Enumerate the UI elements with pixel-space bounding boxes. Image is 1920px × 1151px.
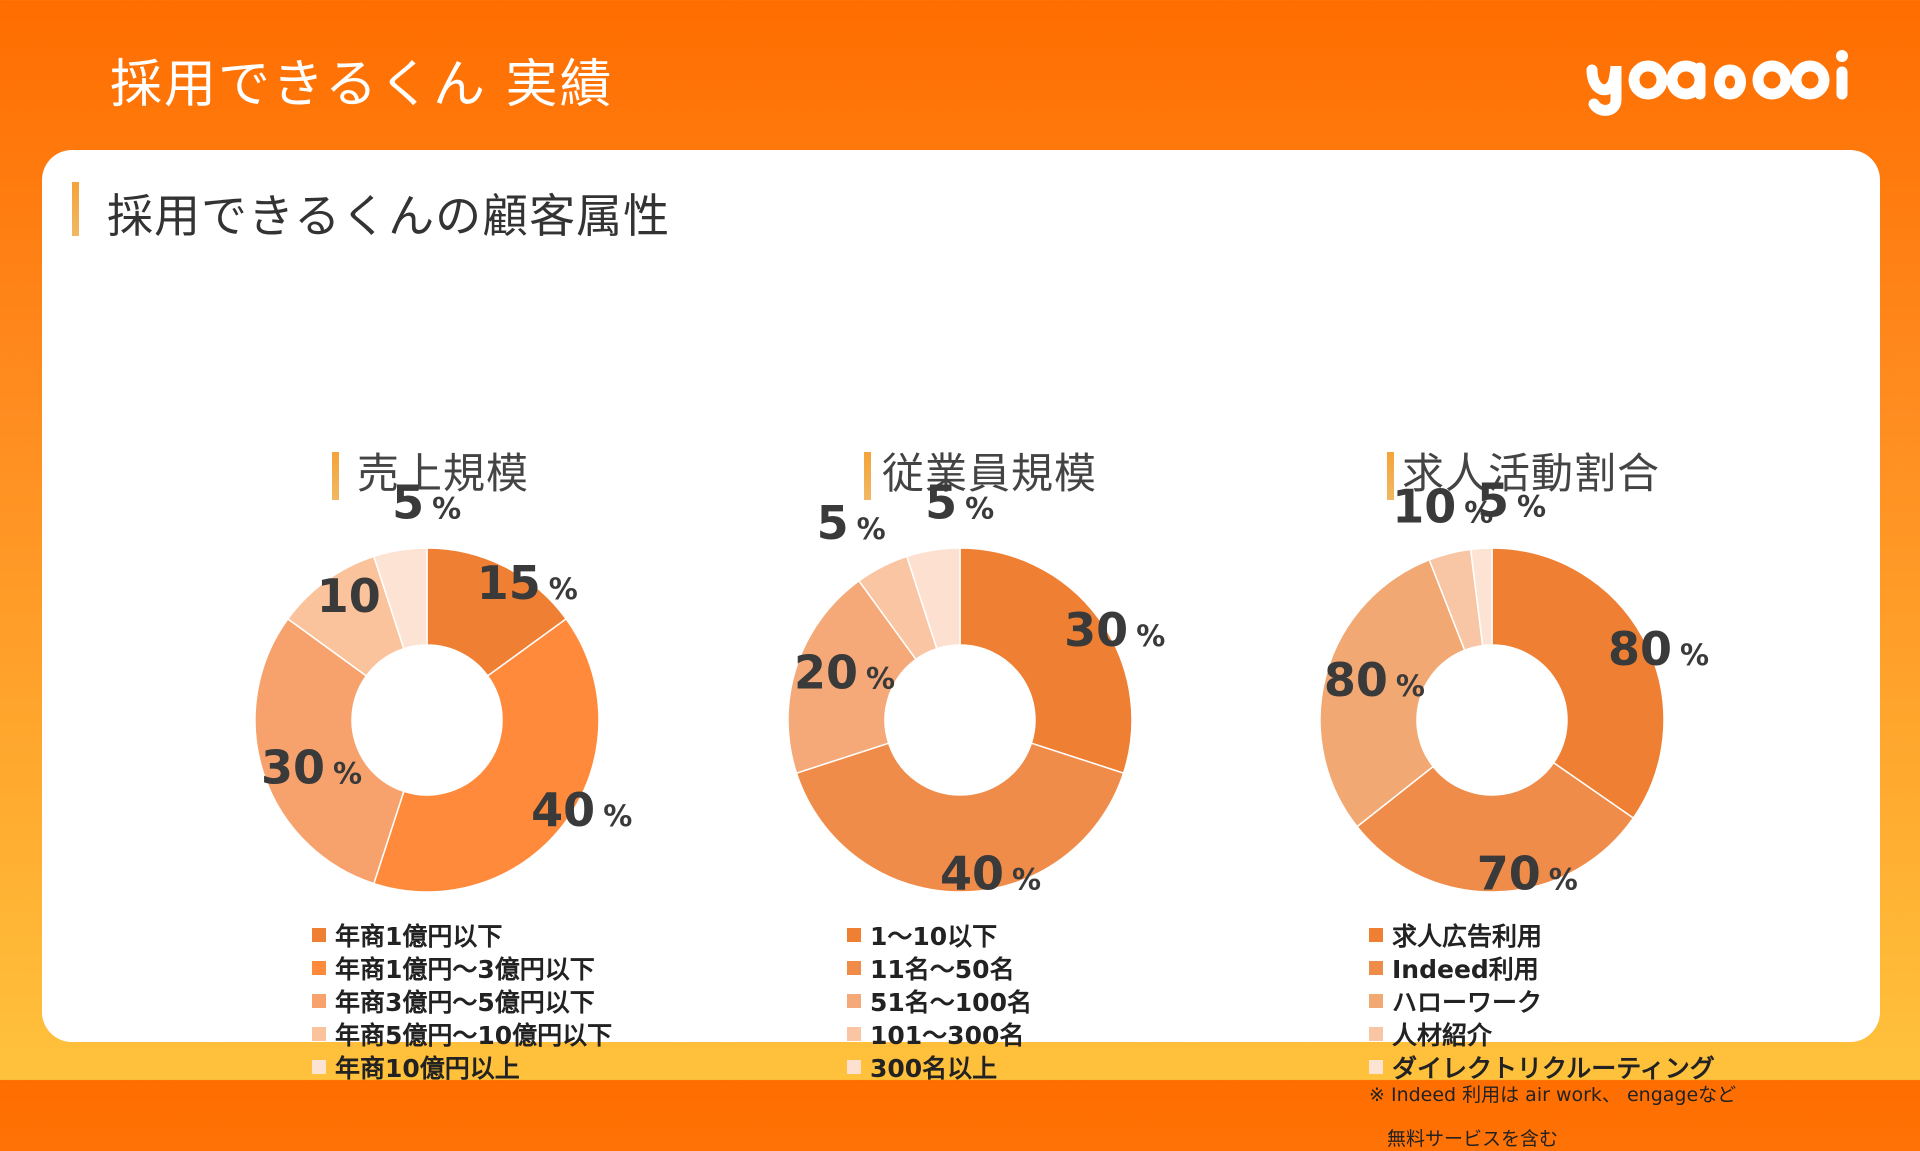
donut-chart: 80 % 70 % 80 % 10 %5% — [1319, 473, 1709, 900]
donut-slice — [1355, 761, 1635, 893]
donut-slice — [959, 547, 1133, 775]
legend-label: Indeed利用 — [1392, 954, 1539, 984]
legend-swatch — [847, 960, 861, 975]
slice-label: 5% — [1477, 473, 1546, 527]
legend-item: 年商10億円以上 — [312, 1050, 612, 1083]
legend-item: 年商1億円以下 — [312, 918, 612, 951]
chart-recruiting-activity: 求人活動割合 80% 70% 80% 10% 5% 求人広告利用 Indeed利用 ハローワ… — [1292, 290, 1852, 1150]
donut-slice — [1469, 547, 1493, 647]
legend-swatch — [312, 1059, 326, 1074]
legend-item: ダイレクトリクルーティング — [1369, 1050, 1715, 1083]
content-card: 採用できるくんの顧客属性 売上規模 15%40%30%10%5% 年商1億円以下… — [42, 150, 1880, 1150]
chart-legend: 年商1億円以下 年商1億円〜3億円以下 年商3億円〜5億円以下 年商5億円〜10億円以… — [312, 918, 612, 1083]
chart-title-accent — [332, 452, 339, 500]
legend-item: 51名〜100名 — [847, 984, 1032, 1017]
legend-label: ハローワーク — [1392, 987, 1543, 1017]
legend-label: 年商3億円〜5億円以下 — [335, 987, 595, 1017]
legend-label: 1〜10以下 — [870, 921, 998, 951]
chart-legend: 1〜10以下 11名〜50名 51名〜100名 101〜300名 300名以上 — [847, 918, 1032, 1083]
legend-swatch — [312, 960, 326, 975]
legend-item: 年商3億円〜5億円以下 — [312, 984, 612, 1017]
legend-item: Indeed利用 — [1369, 951, 1715, 984]
donut-slice — [1319, 558, 1466, 828]
legend-item: 年商5億円〜10億円以下 — [312, 1017, 612, 1050]
legend-swatch — [1369, 993, 1383, 1008]
legend-swatch — [1369, 1026, 1383, 1041]
legend-item: 求人広告利用 — [1369, 918, 1715, 951]
legend-swatch — [1369, 960, 1383, 975]
slide-title: 採用できるくん 実績 — [110, 55, 614, 115]
footnote-line-1: ※ Indeed 利用は air work、 engageなど — [1369, 1084, 1737, 1106]
legend-swatch — [847, 927, 861, 942]
donut-slice — [787, 579, 917, 775]
chart-title-accent — [1387, 452, 1394, 500]
chart-title: 従業員規模 — [882, 449, 1098, 498]
legend-item: ハローワーク — [1369, 984, 1715, 1017]
chart-sales-scale: 売上規模 15%40%30%10%5% 年商1億円以下年商1億円〜3億円以下年商… — [232, 290, 792, 1083]
slice-label: 5% — [925, 476, 994, 530]
legend-item: 人材紹介 — [1369, 1017, 1715, 1050]
donut-slice — [795, 742, 1125, 893]
slice-label: 30% — [261, 740, 362, 794]
donut-slice — [905, 547, 961, 650]
slice-label: 30% — [1064, 603, 1165, 657]
donut-slice — [254, 617, 405, 885]
slice-label: 15% — [477, 556, 578, 610]
legend-label: 101〜300名 — [870, 1020, 1025, 1050]
footnote-line-2: 無料サービスを含む — [1387, 1128, 1559, 1150]
chart-employee-scale: 従業員規模 30% 40% 20% 5% 5% 1〜10以下 11名〜50名 51名〜100… — [762, 290, 1322, 1083]
legend-swatch — [312, 993, 326, 1008]
donut-slice — [1491, 547, 1665, 820]
legend-label: 年商5億円〜10億円以下 — [335, 1020, 613, 1050]
chart-title-accent — [864, 452, 871, 500]
legend-swatch — [847, 1026, 861, 1041]
legend-swatch — [1369, 927, 1383, 942]
slice-label: 5% — [817, 496, 886, 550]
slice-label: 5% — [392, 476, 461, 530]
legend-label: 年商1億円以下 — [335, 921, 503, 951]
legend-label: ダイレクトリクルーティング — [1392, 1053, 1715, 1083]
legend-label: 求人広告利用 — [1392, 921, 1543, 951]
chart-title: 求人活動割合 — [1402, 449, 1661, 498]
legend-swatch — [847, 1059, 861, 1074]
legend-label: 年商10億円以上 — [335, 1053, 520, 1083]
legend-item: 101〜300名 — [847, 1017, 1032, 1050]
yoasobi-logo — [1586, 50, 1848, 116]
legend-swatch — [312, 927, 326, 942]
legend-swatch — [312, 1026, 326, 1041]
legend-item: 11名〜50名 — [847, 951, 1032, 984]
legend-label: 人材紹介 — [1392, 1020, 1493, 1050]
legend-label: 300名以上 — [870, 1053, 998, 1083]
slice-label: 20% — [794, 646, 895, 700]
legend-label: 年商1億円〜3億円以下 — [335, 954, 595, 984]
legend-swatch — [847, 993, 861, 1008]
legend-item: 300名以上 — [847, 1050, 1032, 1083]
donut-chart: 15%40%30%10%5% — [254, 476, 632, 893]
chart-legend: 求人広告利用 Indeed利用 ハローワーク 人材紹介 ダイレクトリクルーティング — [1369, 918, 1715, 1083]
legend-label: 11名〜50名 — [870, 954, 1015, 984]
section-accent-bar — [72, 182, 79, 236]
slice-label: 40% — [940, 847, 1041, 901]
donut-chart: 30 % 40 % 20 % 5% 5% — [787, 476, 1165, 901]
donut-slice — [372, 547, 428, 650]
chart-title: 売上規模 — [357, 449, 530, 498]
slice-label: 10% — [1392, 479, 1493, 533]
section-title: 採用できるくんの顧客属性 — [107, 189, 671, 243]
legend-swatch — [1369, 1059, 1383, 1074]
slice-label: 70% — [1477, 846, 1578, 900]
slice-label: 80% — [1324, 653, 1425, 707]
slice-label: 80% — [1608, 622, 1709, 676]
legend-label: 51名〜100名 — [870, 987, 1032, 1017]
legend-item: 1〜10以下 — [847, 918, 1032, 951]
slice-label: 40% — [531, 783, 632, 837]
legend-item: 年商1億円〜3億円以下 — [312, 951, 612, 984]
donut-slice — [372, 617, 600, 893]
